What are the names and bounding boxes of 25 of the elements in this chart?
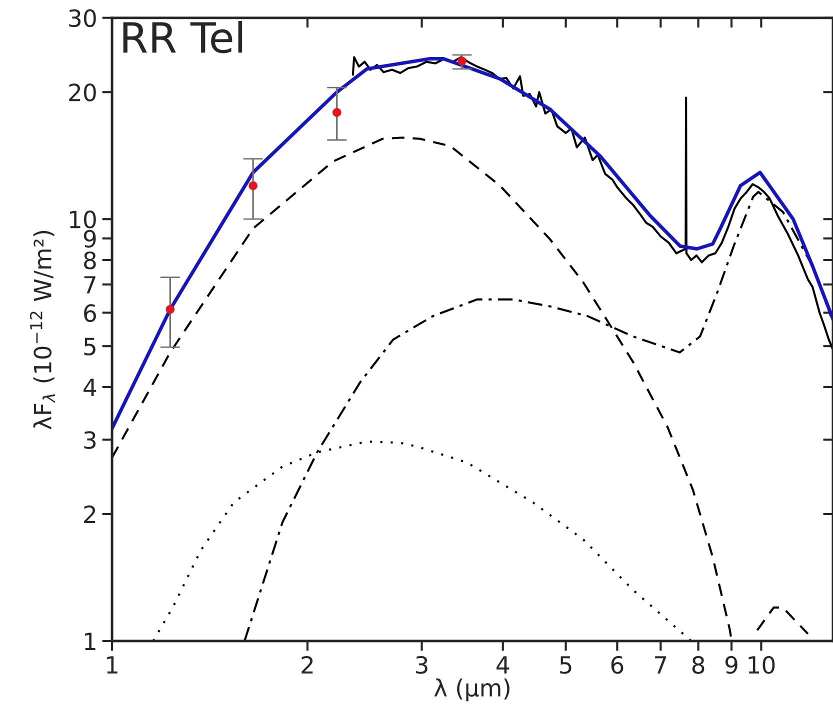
x-axis-title: λ (μm)	[434, 678, 510, 702]
x-tick-label: 6	[611, 656, 624, 674]
y-tick-label: 9	[84, 230, 96, 248]
y-tick-label: 3	[84, 431, 96, 450]
x-tick-label: 4	[496, 656, 510, 674]
x-tick-label: 8	[692, 656, 704, 674]
x-tick-label: 2	[302, 656, 313, 674]
y-axis-title: λF$_{λ}$ (10$^{−12}$ W/m²)	[30, 230, 56, 430]
x-tick-label: 10	[748, 656, 775, 674]
y-tick-label: 1	[85, 632, 96, 650]
y-tick-label: 6	[84, 304, 96, 322]
y-tick-label: 4	[84, 378, 96, 396]
y-tick-label: 10	[70, 210, 96, 228]
y-tick-label: 5	[84, 338, 96, 356]
annotation: RR Tel	[123, 20, 242, 54]
y-tick-label: 7	[84, 276, 96, 294]
y-tick-label: 30	[69, 9, 96, 28]
y-tick-label: 20	[69, 84, 96, 102]
x-tick-label: 1	[107, 656, 118, 674]
x-tick-label: 9	[725, 656, 738, 674]
y-tick-label: 8	[84, 251, 96, 270]
x-tick-label: 7	[655, 656, 666, 674]
x-tick-label: 3	[416, 656, 428, 674]
y-tick-label: 2	[84, 505, 96, 523]
x-tick-label: 5	[560, 656, 572, 674]
